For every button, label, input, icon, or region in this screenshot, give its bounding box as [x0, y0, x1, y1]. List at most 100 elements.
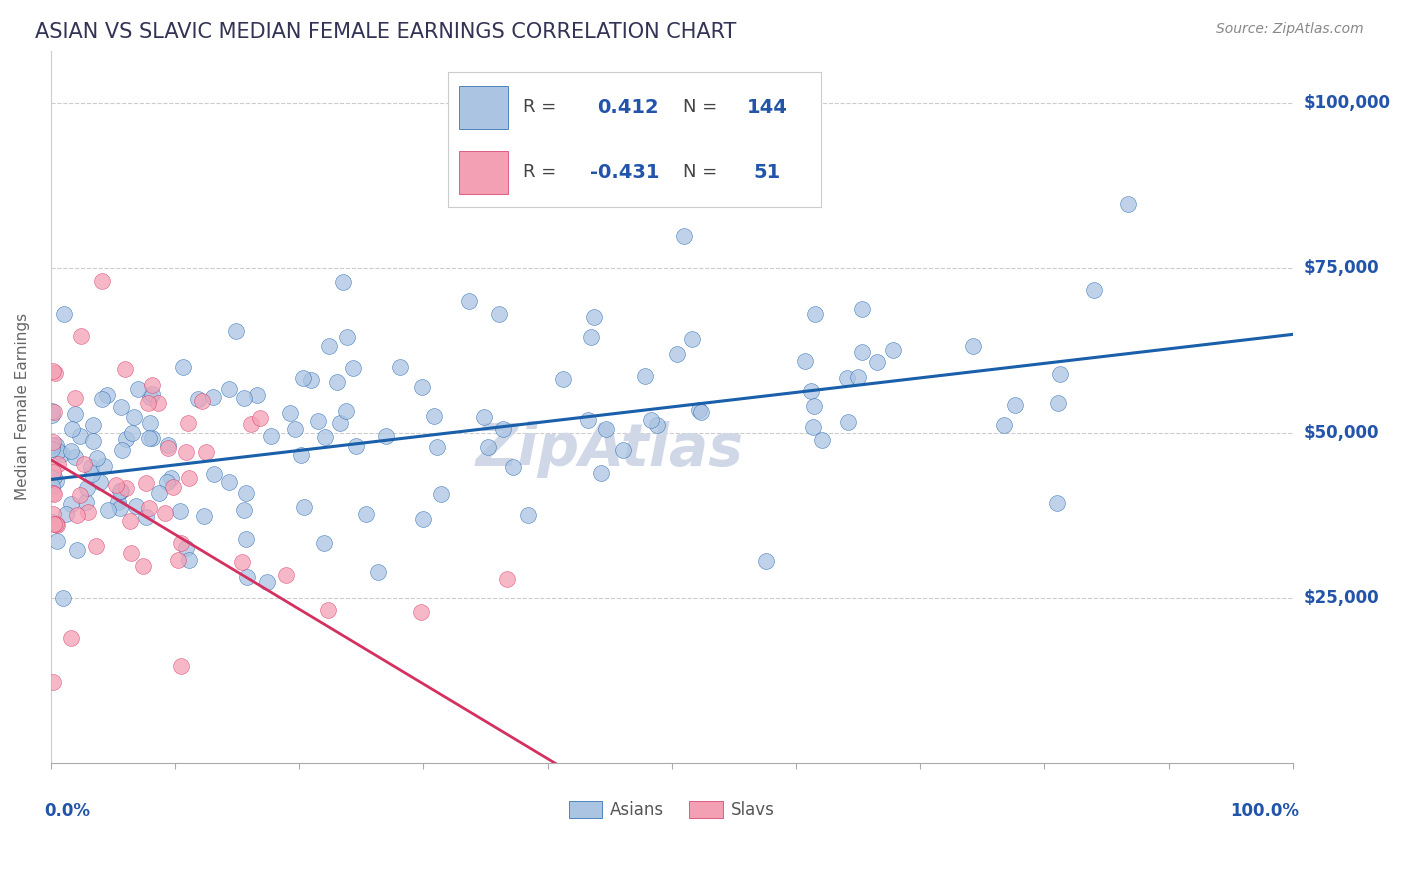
- Point: [121, 425, 143, 440]
- Point: [335, 403, 357, 417]
- Point: [218, 382, 240, 396]
- Point: [231, 555, 253, 569]
- Point: [63, 407, 86, 421]
- Point: [157, 438, 180, 452]
- Point: [202, 467, 225, 481]
- Point: [430, 486, 453, 500]
- Point: [162, 480, 184, 494]
- Point: [634, 368, 657, 383]
- Point: [84, 539, 107, 553]
- Point: [59, 631, 82, 645]
- Text: $75,000: $75,000: [1303, 260, 1379, 277]
- Point: [70, 328, 93, 343]
- Point: [82, 434, 104, 448]
- Point: [42, 485, 65, 500]
- Point: [589, 467, 612, 481]
- Point: [170, 536, 193, 550]
- Point: [179, 553, 201, 567]
- Point: [138, 431, 160, 445]
- Point: [332, 276, 354, 290]
- Point: [1116, 196, 1139, 211]
- Point: [63, 392, 86, 406]
- Point: [45, 474, 67, 488]
- Point: [367, 565, 389, 579]
- Point: [46, 518, 69, 533]
- Point: [42, 486, 65, 500]
- Point: [97, 503, 120, 517]
- Point: [1049, 368, 1071, 382]
- Point: [125, 499, 148, 513]
- Point: [412, 512, 434, 526]
- Point: [86, 450, 108, 465]
- Point: [53, 307, 76, 321]
- Point: [122, 409, 145, 424]
- Point: [993, 417, 1015, 432]
- Point: [42, 465, 65, 479]
- Point: [146, 396, 169, 410]
- Point: [138, 500, 160, 515]
- Text: $100,000: $100,000: [1303, 95, 1391, 112]
- Point: [41, 438, 63, 452]
- Text: ASIAN VS SLAVIC MEDIAN FEMALE EARNINGS CORRELATION CHART: ASIAN VS SLAVIC MEDIAN FEMALE EARNINGS C…: [35, 22, 737, 42]
- Point: [278, 406, 301, 420]
- Point: [48, 444, 70, 458]
- Point: [681, 331, 703, 345]
- Point: [41, 403, 63, 417]
- Point: [962, 339, 984, 353]
- Point: [41, 408, 63, 422]
- Point: [42, 469, 65, 483]
- Point: [93, 459, 115, 474]
- Text: ZipAtlas: ZipAtlas: [475, 421, 744, 478]
- Point: [502, 460, 524, 475]
- Point: [409, 605, 432, 619]
- Point: [1046, 496, 1069, 510]
- Point: [290, 448, 312, 462]
- Point: [89, 475, 111, 489]
- Point: [174, 541, 197, 555]
- Point: [246, 388, 269, 402]
- Point: [59, 443, 82, 458]
- Point: [755, 554, 778, 568]
- Point: [1004, 398, 1026, 412]
- Point: [42, 675, 65, 690]
- Point: [411, 379, 433, 393]
- Point: [41, 442, 63, 456]
- Text: 100.0%: 100.0%: [1230, 802, 1299, 821]
- Point: [640, 413, 662, 427]
- Point: [80, 460, 103, 475]
- Point: [167, 553, 190, 567]
- Point: [153, 506, 176, 520]
- Point: [233, 391, 256, 405]
- Point: [837, 415, 859, 429]
- Point: [156, 475, 179, 489]
- Point: [260, 428, 283, 442]
- Point: [426, 440, 449, 454]
- Point: [114, 361, 136, 376]
- Point: [80, 467, 103, 481]
- Point: [1083, 283, 1105, 297]
- Point: [496, 572, 519, 586]
- Point: [374, 429, 396, 443]
- Point: [170, 658, 193, 673]
- Point: [291, 371, 314, 385]
- Point: [51, 447, 73, 461]
- Point: [136, 396, 159, 410]
- Point: [579, 330, 602, 344]
- Point: [645, 418, 668, 433]
- Point: [45, 438, 67, 452]
- Point: [42, 363, 65, 377]
- Point: [193, 509, 215, 524]
- Point: [141, 378, 163, 392]
- Point: [235, 486, 257, 500]
- Point: [59, 497, 82, 511]
- Point: [135, 476, 157, 491]
- Point: [344, 439, 367, 453]
- Point: [477, 441, 499, 455]
- Point: [342, 360, 364, 375]
- Point: [169, 504, 191, 518]
- Point: [800, 384, 823, 398]
- Point: [866, 354, 889, 368]
- Point: [488, 306, 510, 320]
- Legend: Asians, Slavs: Asians, Slavs: [562, 795, 782, 826]
- Point: [76, 481, 98, 495]
